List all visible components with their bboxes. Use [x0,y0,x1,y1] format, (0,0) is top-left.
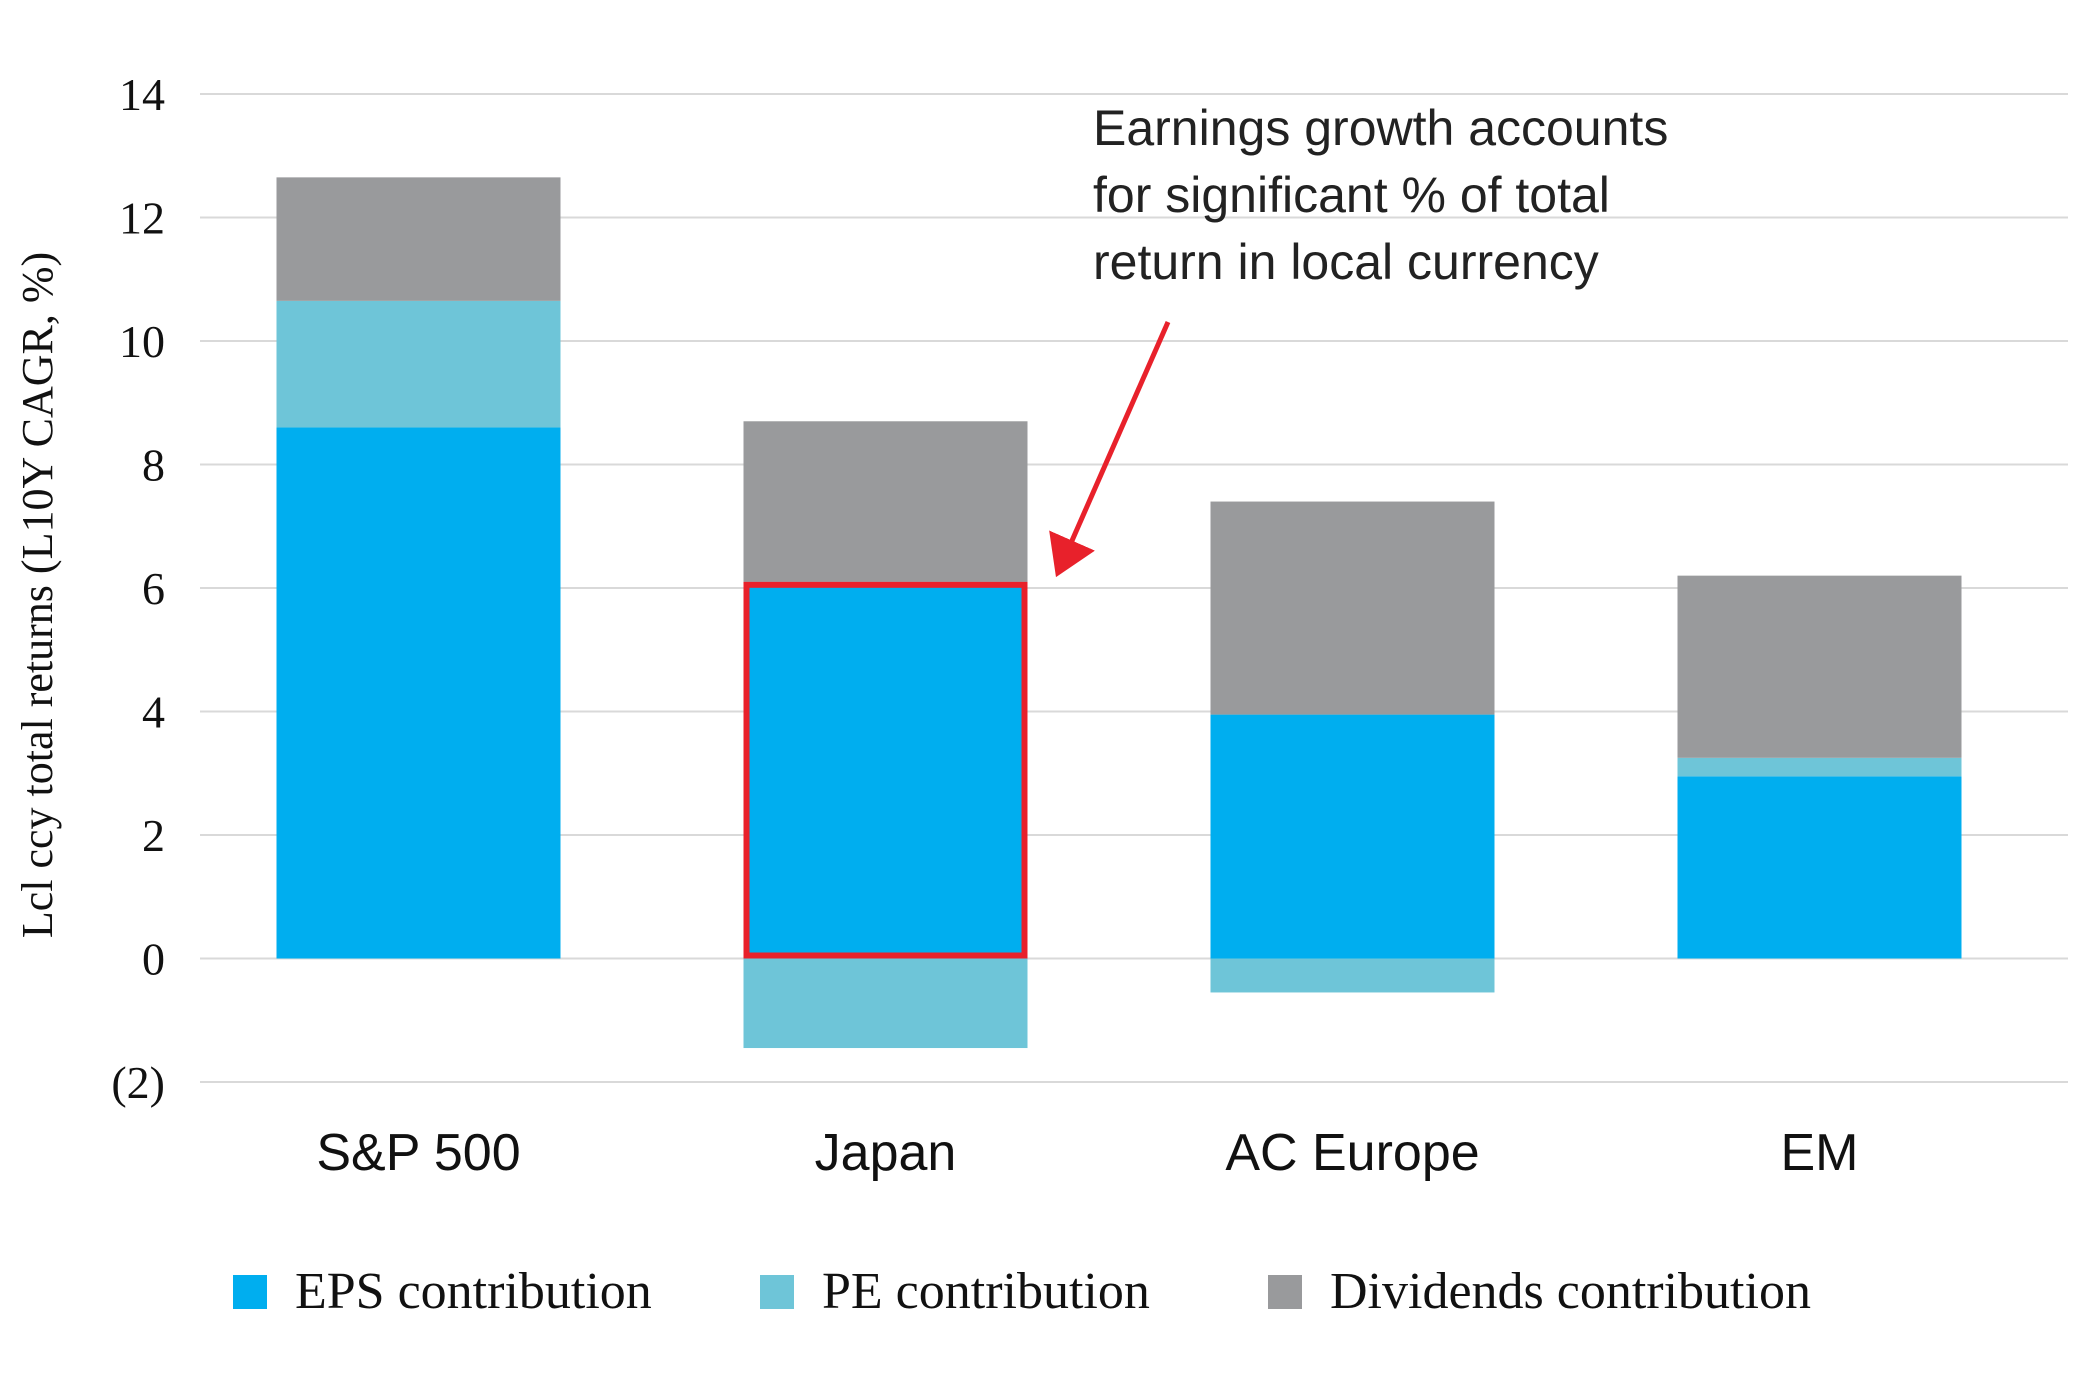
bar-segment [276,300,561,428]
y-tick-label: 6 [142,563,165,614]
annotation-arrow [1049,320,1171,578]
legend-swatch [1268,1275,1302,1309]
bar-segment [743,581,1028,959]
annotation: Earnings growth accounts for significant… [1049,100,1668,578]
y-tick-label: 14 [119,69,165,120]
annotation-line-1: Earnings growth accounts [1093,100,1668,156]
legend-label: Dividends contribution [1330,1263,1811,1320]
y-axis-title: Lcl ccy total returns (L10Y CAGR, %) [13,252,62,938]
annotation-line-2: for significant % of total [1093,167,1610,223]
x-axis-ticks: S&P 500 Japan AC Europe EM [316,1124,1858,1182]
x-tick-label: AC Europe [1225,1124,1479,1182]
legend: EPS contribution PE contribution Dividends… [233,1263,1811,1320]
x-tick-label: Japan [815,1124,957,1182]
y-axis-ticks: (2) 0 2 4 6 8 10 12 14 [111,69,165,1108]
y-tick-label: 2 [142,810,165,861]
legend-label: PE contribution [822,1263,1150,1320]
y-tick-label: 8 [142,440,165,491]
bar-segment [1677,575,1962,758]
annotation-line-3: return in local currency [1093,234,1599,290]
bar-segment [1210,958,1495,993]
y-tick-label: 0 [142,934,165,985]
y-tick-label: (2) [111,1057,165,1108]
legend-label: EPS contribution [295,1263,652,1320]
legend-swatch [233,1275,267,1309]
bar-segment [276,177,561,301]
x-tick-label: EM [1781,1124,1859,1182]
x-tick-label: S&P 500 [316,1124,520,1182]
highlight [743,581,1028,959]
highlight-box [743,581,1028,959]
bar-segment [743,421,1028,582]
y-tick-label: 4 [142,687,165,738]
bar-segment [1210,501,1495,715]
bar-segment [1210,714,1495,959]
y-tick-label: 10 [119,316,165,367]
bar-segment [743,958,1028,1049]
bar-segment [1677,776,1962,959]
bar-segment [1677,757,1962,777]
legend-swatch [760,1275,794,1309]
bars [276,177,1962,1049]
bar-segment [276,427,561,959]
y-tick-label: 12 [119,193,165,244]
